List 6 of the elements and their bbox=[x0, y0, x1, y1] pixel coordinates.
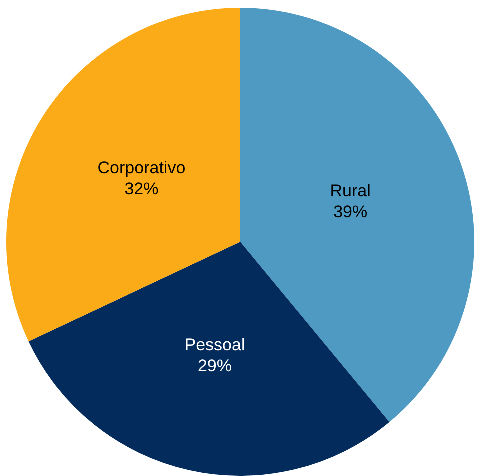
data-label: 39% bbox=[334, 202, 368, 222]
data-label: 32% bbox=[124, 179, 159, 198]
slice-label: Pessoal bbox=[184, 335, 246, 354]
data-label: 29% bbox=[198, 356, 232, 376]
slice-label: Corporativo bbox=[98, 158, 186, 178]
slice-label: Rural bbox=[330, 182, 371, 201]
